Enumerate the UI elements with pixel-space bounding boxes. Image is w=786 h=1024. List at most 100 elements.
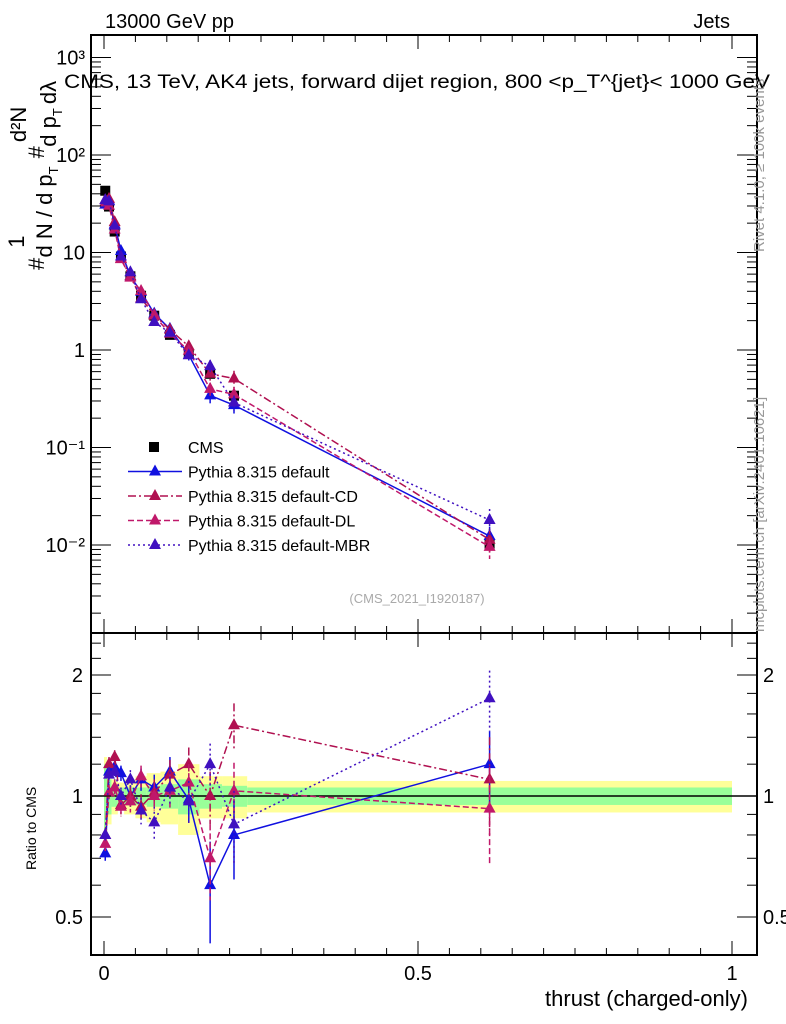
pythia-8-315-default-mbr-point (148, 315, 161, 327)
x-axis-label: thrust (charged-only) (545, 986, 748, 1011)
pythia-8-315-default-dl-ratio-point (227, 783, 240, 795)
pythia-8-315-default-mbr-ratio-point (163, 780, 176, 792)
legend-pythia-8-315-default-dl-label: Pythia 8.315 default-DL (188, 514, 355, 531)
legend-pythia-8-315-default-cd-marker (149, 489, 161, 500)
header-left: 13000 GeV pp (105, 11, 234, 33)
ylabel-dndpt: d N / d p (32, 174, 57, 257)
x-tick-label: 0 (98, 963, 109, 985)
pythia-8-315-default-cd-ratio-point (108, 750, 121, 762)
legend-pythia-8-315-default-label: Pythia 8.315 default (188, 465, 330, 482)
cms-data-point (100, 185, 111, 196)
ylabel-hash: # (24, 257, 49, 270)
pythia-8-315-default-mbr-ratio-point (227, 817, 240, 829)
y-tick-label: 10⁻¹ (46, 438, 86, 460)
pythia-8-315-default-dl-point (483, 539, 496, 551)
pythia-8-315-default-cd-point (204, 366, 217, 378)
pythia-8-315-default-mbr-ratio-point (108, 764, 121, 776)
pythia-8-315-default-cd-ratio-point (227, 718, 240, 730)
rivet-note: Rivet 4.1.0, ≥ 100k events (751, 79, 768, 252)
ylabel-t2: T (50, 108, 65, 116)
ylabel-dp: d p (36, 116, 61, 147)
pythia-8-315-default-dl-ratio-point (483, 801, 496, 813)
pythia-8-315-default-dl-ratio-point (99, 836, 112, 848)
header-right: Jets (693, 11, 730, 33)
pythia-8-315-default-mbr-point (204, 359, 217, 371)
ylabel-d2n: d²N (6, 107, 31, 142)
pythia-8-315-default-mbr-point (483, 513, 496, 525)
pythia-8-315-default-mbr-point (163, 325, 176, 337)
pythia-8-315-default-mbr-ratio-point (135, 803, 148, 815)
pythia-8-315-default-mbr-ratio-point (204, 757, 217, 769)
pythia-8-315-default-dl-ratio-point (204, 851, 217, 863)
pythia-8-315-default-mbr-point (227, 395, 240, 407)
y-tick-label: 10⁻² (46, 535, 86, 557)
ratio-y-tick-label: 0.5 (55, 907, 83, 929)
ratio-y-tick-label-right: 1 (763, 786, 774, 808)
y-axis-label: #1 d N / d pT#d²N d pTdλ (4, 81, 65, 270)
pythia-8-315-default-dl-ratio-point (108, 780, 121, 792)
stat-uncertainty-band (104, 764, 108, 835)
ratio-frame (90, 632, 758, 956)
analysis-id: (CMS_2021_I1920187) (349, 591, 484, 606)
ylabel-t: T (46, 166, 61, 174)
legend-pythia-8-315-default-marker (149, 464, 161, 476)
pythia-8-315-default-line (104, 199, 490, 537)
pythia-8-315-default-mbr-ratio-point (99, 827, 112, 839)
pythia-8-315-default-dl-ratio-point (148, 789, 161, 800)
pythia-8-315-default-mbr-ratio-point (114, 789, 127, 800)
ylabel-text: #1 d N / d pT#d²N d pTdλ (4, 81, 65, 270)
pythia-8-315-default-point (114, 243, 127, 255)
pythia-8-315-default-ratio-point (483, 757, 496, 769)
pythia-8-315-default-mbr-point (124, 265, 137, 277)
pythia-8-315-default-mbr-point (114, 249, 127, 261)
y-tick-label: 10 (63, 243, 85, 265)
pythia-8-315-default-cd-ratio-point (182, 757, 195, 769)
pythia-8-315-default-mbr-ratio-point (103, 767, 116, 779)
pythia-8-315-default-mbr-ratio-point (483, 691, 496, 703)
pythia-8-315-default-ratio-point (227, 827, 240, 839)
pythia-8-315-default-mbr-ratio-point (124, 772, 137, 784)
y-tick-label: 10³ (56, 48, 85, 70)
y-tick-label: 1 (74, 340, 85, 362)
x-tick-label: 1 (726, 963, 737, 985)
legend: CMS Pythia 8.315 default Pythia 8.315 defa… (128, 440, 370, 555)
ratio-y-tick-label-right: 0.5 (763, 907, 786, 929)
pythia-8-315-default-cd-ratio-point (103, 757, 116, 769)
legend-pythia-8-315-default-mbr-label: Pythia 8.315 default-MBR (188, 538, 370, 555)
pythia-8-315-default-ratio-point (99, 846, 112, 858)
y-tick-label: 10² (56, 145, 85, 167)
pythia-8-315-default-dl-point (204, 381, 217, 393)
ylabel-hash2: # (24, 145, 49, 158)
ratio-y-tick-label-right: 2 (763, 665, 774, 687)
pythia-8-315-default-dl-ratio-point (135, 769, 148, 781)
data-marks (99, 185, 496, 944)
ratio-y-label: Ratio to CMS (23, 787, 39, 870)
ylabel-one: 1 (4, 236, 29, 248)
pythia-8-315-default-dl-ratio-point (114, 799, 127, 811)
mcplots-note: mcplots.cern.ch [arXiv:2401.10621] (751, 397, 768, 632)
x-tick-label: 0.5 (404, 963, 432, 985)
ratio-y-tick-label: 2 (72, 665, 83, 687)
ylabel-dlambda: dλ (36, 81, 61, 104)
pythia-8-315-default-mbr-point (135, 292, 148, 304)
pythia-8-315-default-mbr-ratio-point (182, 794, 195, 806)
pythia-8-315-default-cd-ratio-line (104, 724, 490, 835)
pythia-8-315-default-dl-line (104, 201, 490, 548)
pythia-8-315-default-mbr-ratio-point (148, 815, 161, 827)
pythia-8-315-default-mbr-line (105, 199, 490, 521)
legend-cms-marker (149, 442, 159, 452)
plot-title: CMS, 13 TeV, AK4 jets, forward dijet reg… (64, 72, 770, 93)
legend-cms-label: CMS (188, 440, 224, 457)
pythia-8-315-default-dl-ratio-point (124, 794, 137, 806)
pythia-8-315-default-mbr-point (103, 194, 116, 206)
axes: 0 0.5 1 10⁻² 10⁻¹ 1 10 10² 10³ 0.5 0.5 1 1 2 2 (46, 34, 786, 985)
pythia-8-315-default-cd-ratio-point (204, 789, 217, 800)
legend-pythia-8-315-default-mbr-marker (149, 538, 161, 549)
pythia-8-315-default-mbr-point (182, 348, 195, 360)
pythia-8-315-default-cd-point (227, 371, 240, 383)
ratio-y-tick-label: 1 (72, 786, 83, 808)
pythia-8-315-default-dl-point (227, 387, 240, 399)
pythia-8-315-default-mbr-point (108, 218, 121, 230)
legend-pythia-8-315-default-dl-marker (149, 513, 161, 525)
